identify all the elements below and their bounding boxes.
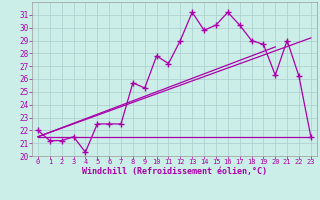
X-axis label: Windchill (Refroidissement éolien,°C): Windchill (Refroidissement éolien,°C) xyxy=(82,167,267,176)
